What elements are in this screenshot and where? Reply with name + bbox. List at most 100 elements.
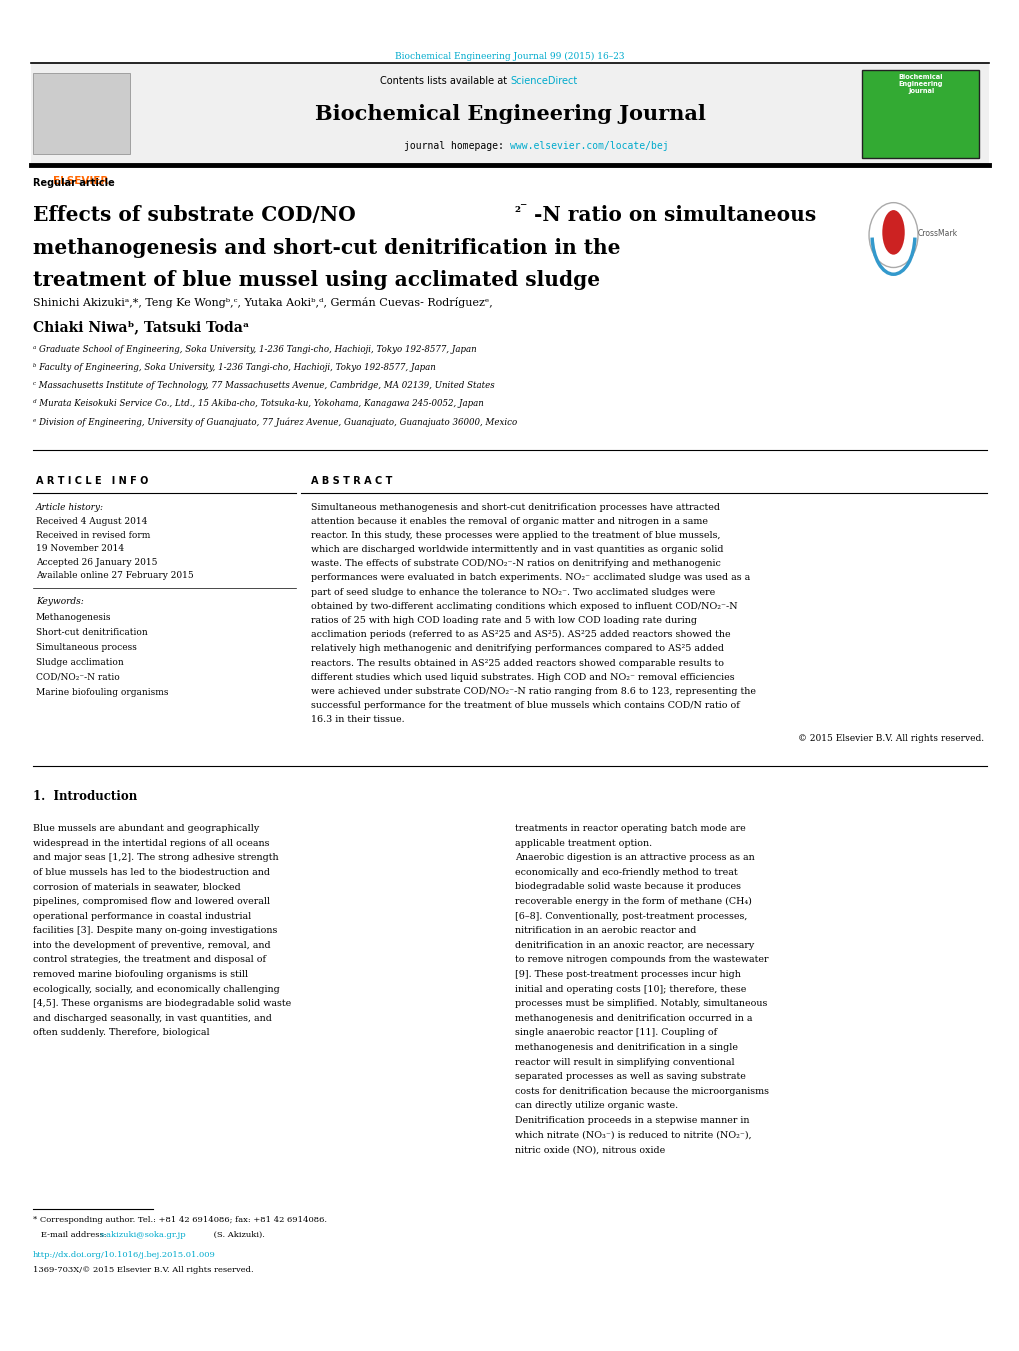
Text: widespread in the intertidal regions of all oceans: widespread in the intertidal regions of … <box>33 839 269 847</box>
Text: ratios of 25 with high COD loading rate and 5 with low COD loading rate during: ratios of 25 with high COD loading rate … <box>311 616 696 626</box>
Text: Denitrification proceeds in a stepwise manner in: Denitrification proceeds in a stepwise m… <box>515 1116 749 1125</box>
Text: ₂⁻: ₂⁻ <box>514 201 527 215</box>
Text: successful performance for the treatment of blue mussels which contains COD/N ra: successful performance for the treatment… <box>311 701 739 711</box>
Ellipse shape <box>881 211 904 255</box>
Text: waste. The effects of substrate COD/NO₂⁻-N ratios on denitrifying and methanogen: waste. The effects of substrate COD/NO₂⁻… <box>311 559 720 569</box>
Text: part of seed sludge to enhance the tolerance to NO₂⁻. Two acclimated sludges wer: part of seed sludge to enhance the toler… <box>311 588 714 597</box>
Text: journal homepage:: journal homepage: <box>404 141 510 150</box>
Text: Biochemical
Engineering
Journal: Biochemical Engineering Journal <box>898 74 943 95</box>
Text: costs for denitrification because the microorganisms: costs for denitrification because the mi… <box>515 1086 768 1096</box>
Text: ᵉ Division of Engineering, University of Guanajuato, 77 Juárez Avenue, Guanajuat: ᵉ Division of Engineering, University of… <box>33 417 517 427</box>
Text: Biochemical Engineering Journal: Biochemical Engineering Journal <box>314 104 705 124</box>
Text: Article history:: Article history: <box>36 503 104 512</box>
Text: A B S T R A C T: A B S T R A C T <box>311 476 392 485</box>
Text: processes must be simplified. Notably, simultaneous: processes must be simplified. Notably, s… <box>515 1000 766 1008</box>
Text: and discharged seasonally, in vast quantities, and: and discharged seasonally, in vast quant… <box>33 1013 271 1023</box>
Text: Biochemical Engineering Journal 99 (2015) 16–23: Biochemical Engineering Journal 99 (2015… <box>395 53 625 61</box>
Text: Received in revised form: Received in revised form <box>36 531 150 540</box>
Text: and major seas [1,2]. The strong adhesive strength: and major seas [1,2]. The strong adhesiv… <box>33 854 278 862</box>
Text: biodegradable solid waste because it produces: biodegradable solid waste because it pro… <box>515 882 741 892</box>
Text: http://dx.doi.org/10.1016/j.bej.2015.01.009: http://dx.doi.org/10.1016/j.bej.2015.01.… <box>33 1251 215 1259</box>
Text: [6–8]. Conventionally, post-treatment processes,: [6–8]. Conventionally, post-treatment pr… <box>515 912 747 920</box>
Text: removed marine biofouling organisms is still: removed marine biofouling organisms is s… <box>33 970 248 979</box>
FancyBboxPatch shape <box>861 70 978 158</box>
Text: recoverable energy in the form of methane (CH₄): recoverable energy in the form of methan… <box>515 897 751 907</box>
Text: treatment of blue mussel using acclimated sludge: treatment of blue mussel using acclimate… <box>33 270 599 290</box>
Text: often suddenly. Therefore, biological: often suddenly. Therefore, biological <box>33 1028 209 1038</box>
Text: attention because it enables the removal of organic matter and nitrogen in a sam: attention because it enables the removal… <box>311 516 707 526</box>
Text: Blue mussels are abundant and geographically: Blue mussels are abundant and geographic… <box>33 824 259 834</box>
Text: 1369-703X/© 2015 Elsevier B.V. All rights reserved.: 1369-703X/© 2015 Elsevier B.V. All right… <box>33 1266 253 1274</box>
Text: denitrification in an anoxic reactor, are necessary: denitrification in an anoxic reactor, ar… <box>515 940 754 950</box>
Text: different studies which used liquid substrates. High COD and NO₂⁻ removal effici: different studies which used liquid subs… <box>311 673 734 682</box>
Circle shape <box>868 203 917 267</box>
Text: corrosion of materials in seawater, blocked: corrosion of materials in seawater, bloc… <box>33 882 240 892</box>
Text: methanogenesis and denitrification in a single: methanogenesis and denitrification in a … <box>515 1043 738 1052</box>
Text: CrossMark: CrossMark <box>917 230 957 238</box>
Text: Available online 27 February 2015: Available online 27 February 2015 <box>36 571 194 581</box>
Text: nitric oxide (NO), nitrous oxide: nitric oxide (NO), nitrous oxide <box>515 1146 664 1154</box>
Text: ScienceDirect: ScienceDirect <box>510 76 577 85</box>
Text: s-akizuki@soka.gr.jp: s-akizuki@soka.gr.jp <box>100 1231 186 1239</box>
Text: operational performance in coastal industrial: operational performance in coastal indus… <box>33 912 251 920</box>
Text: ᵇ Faculty of Engineering, Soka University, 1-236 Tangi-cho, Hachioji, Tokyo 192-: ᵇ Faculty of Engineering, Soka Universit… <box>33 362 435 372</box>
Text: applicable treatment option.: applicable treatment option. <box>515 839 651 847</box>
Text: ᵈ Murata Keisokuki Service Co., Ltd., 15 Akiba-cho, Totsuka-ku, Yokohama, Kanaga: ᵈ Murata Keisokuki Service Co., Ltd., 15… <box>33 399 483 408</box>
Text: Accepted 26 January 2015: Accepted 26 January 2015 <box>36 558 157 567</box>
Text: reactor. In this study, these processes were applied to the treatment of blue mu: reactor. In this study, these processes … <box>311 531 719 540</box>
Text: facilities [3]. Despite many on-going investigations: facilities [3]. Despite many on-going in… <box>33 927 277 935</box>
Text: E-mail address:: E-mail address: <box>33 1231 109 1239</box>
Text: Simultaneous methanogenesis and short-cut denitrification processes have attract: Simultaneous methanogenesis and short-cu… <box>311 503 719 512</box>
Text: single anaerobic reactor [11]. Coupling of: single anaerobic reactor [11]. Coupling … <box>515 1028 716 1038</box>
Text: Effects of substrate COD/NO: Effects of substrate COD/NO <box>33 205 355 226</box>
Text: -N ratio on simultaneous: -N ratio on simultaneous <box>534 205 816 226</box>
Text: to remove nitrogen compounds from the wastewater: to remove nitrogen compounds from the wa… <box>515 955 768 965</box>
Text: can directly utilize organic waste.: can directly utilize organic waste. <box>515 1101 678 1111</box>
Text: were achieved under substrate COD/NO₂⁻-N ratio ranging from 8.6 to 123, represen: were achieved under substrate COD/NO₂⁻-N… <box>311 686 755 696</box>
Text: Contents lists available at: Contents lists available at <box>379 76 510 85</box>
Text: [4,5]. These organisms are biodegradable solid waste: [4,5]. These organisms are biodegradable… <box>33 1000 290 1008</box>
Text: of blue mussels has led to the biodestruction and: of blue mussels has led to the biodestru… <box>33 867 269 877</box>
Text: ELSEVIER: ELSEVIER <box>53 176 108 185</box>
Text: nitrification in an aerobic reactor and: nitrification in an aerobic reactor and <box>515 927 696 935</box>
Text: 19 November 2014: 19 November 2014 <box>36 544 123 554</box>
Text: Keywords:: Keywords: <box>36 597 84 607</box>
Text: [9]. These post-treatment processes incur high: [9]. These post-treatment processes incu… <box>515 970 740 979</box>
Text: performances were evaluated in batch experiments. NO₂⁻ acclimated sludge was use: performances were evaluated in batch exp… <box>311 573 750 582</box>
Text: A R T I C L E   I N F O: A R T I C L E I N F O <box>36 476 148 485</box>
Text: ecologically, socially, and economically challenging: ecologically, socially, and economically… <box>33 985 279 993</box>
Text: which nitrate (NO₃⁻) is reduced to nitrite (NO₂⁻),: which nitrate (NO₃⁻) is reduced to nitri… <box>515 1131 751 1139</box>
Text: into the development of preventive, removal, and: into the development of preventive, remo… <box>33 940 270 950</box>
Text: separated processes as well as saving substrate: separated processes as well as saving su… <box>515 1073 745 1081</box>
Text: reactor will result in simplifying conventional: reactor will result in simplifying conve… <box>515 1058 734 1066</box>
Text: treatments in reactor operating batch mode are: treatments in reactor operating batch mo… <box>515 824 745 834</box>
Text: pipelines, compromised flow and lowered overall: pipelines, compromised flow and lowered … <box>33 897 269 907</box>
Text: economically and eco-friendly method to treat: economically and eco-friendly method to … <box>515 867 737 877</box>
Text: control strategies, the treatment and disposal of: control strategies, the treatment and di… <box>33 955 265 965</box>
Text: relatively high methanogenic and denitrifying performances compared to AS²5 adde: relatively high methanogenic and denitri… <box>311 644 723 654</box>
Text: methanogenesis and short-cut denitrification in the: methanogenesis and short-cut denitrifica… <box>33 238 620 258</box>
Text: ᶜ Massachusetts Institute of Technology, 77 Massachusetts Avenue, Cambridge, MA : ᶜ Massachusetts Institute of Technology,… <box>33 381 494 390</box>
Text: Methanogenesis: Methanogenesis <box>36 613 111 623</box>
Text: Anaerobic digestion is an attractive process as an: Anaerobic digestion is an attractive pro… <box>515 854 754 862</box>
Text: which are discharged worldwide intermittently and in vast quantities as organic : which are discharged worldwide intermitt… <box>311 544 722 554</box>
Text: initial and operating costs [10]; therefore, these: initial and operating costs [10]; theref… <box>515 985 746 993</box>
Text: www.elsevier.com/locate/bej: www.elsevier.com/locate/bej <box>510 141 668 150</box>
Text: acclimation periods (referred to as AS²25 and AS²5). AS²25 added reactors showed: acclimation periods (referred to as AS²2… <box>311 630 730 639</box>
Text: Received 4 August 2014: Received 4 August 2014 <box>36 517 147 527</box>
Text: Sludge acclimation: Sludge acclimation <box>36 658 123 667</box>
Text: obtained by two-different acclimating conditions which exposed to influent COD/N: obtained by two-different acclimating co… <box>311 601 737 611</box>
Text: Simultaneous process: Simultaneous process <box>36 643 137 653</box>
Text: Shinichi Akizukiᵃ,*, Teng Ke Wongᵇ,ᶜ, Yutaka Aokiᵇ,ᵈ, Germán Cuevas- Rodríguezᵉ,: Shinichi Akizukiᵃ,*, Teng Ke Wongᵇ,ᶜ, Yu… <box>33 297 492 308</box>
Text: Regular article: Regular article <box>33 178 114 188</box>
Text: Marine biofouling organisms: Marine biofouling organisms <box>36 688 168 697</box>
Text: ᵃ Graduate School of Engineering, Soka University, 1-236 Tangi-cho, Hachioji, To: ᵃ Graduate School of Engineering, Soka U… <box>33 345 476 354</box>
Text: methanogenesis and denitrification occurred in a: methanogenesis and denitrification occur… <box>515 1013 752 1023</box>
Text: 16.3 in their tissue.: 16.3 in their tissue. <box>311 715 405 724</box>
Text: reactors. The results obtained in AS²25 added reactors showed comparable results: reactors. The results obtained in AS²25 … <box>311 658 723 667</box>
Text: © 2015 Elsevier B.V. All rights reserved.: © 2015 Elsevier B.V. All rights reserved… <box>798 734 983 743</box>
Text: 1.  Introduction: 1. Introduction <box>33 790 137 804</box>
FancyBboxPatch shape <box>33 73 129 154</box>
Text: COD/NO₂⁻-N ratio: COD/NO₂⁻-N ratio <box>36 673 119 682</box>
FancyBboxPatch shape <box>31 63 988 165</box>
